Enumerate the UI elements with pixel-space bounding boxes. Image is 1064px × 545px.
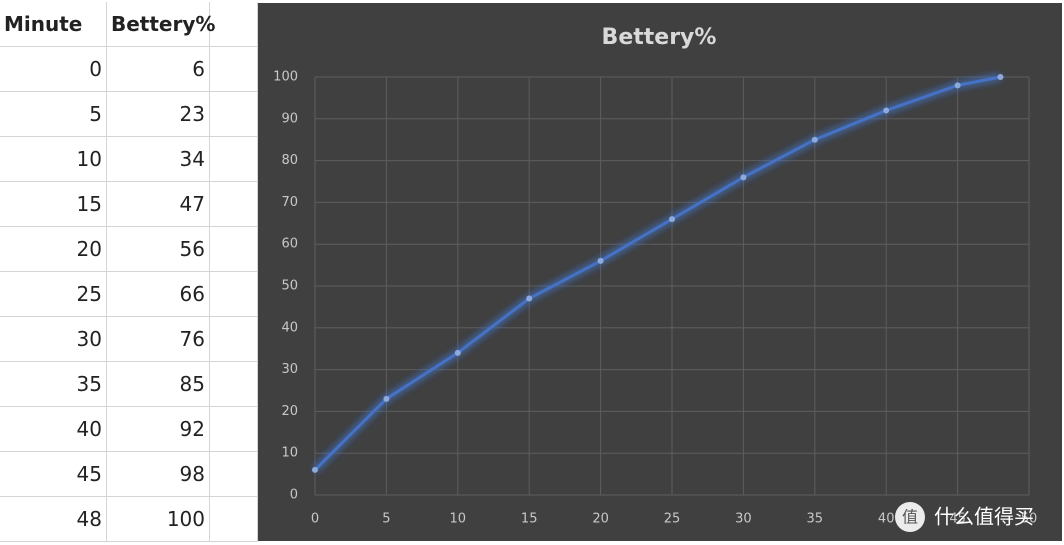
data-point <box>997 74 1004 80</box>
y-tick-label: 0 <box>290 488 298 503</box>
data-cell: 100 <box>107 497 210 542</box>
empty-cell <box>210 272 258 317</box>
watermark: 值 什么值得买 <box>895 502 1034 532</box>
data-cell: 48 <box>0 497 107 542</box>
data-point <box>883 107 890 114</box>
data-cell: 47 <box>107 182 210 227</box>
data-cell: 92 <box>107 407 210 452</box>
watermark-text: 什么值得买 <box>934 505 1034 529</box>
data-point <box>526 295 533 302</box>
watermark-icon: 值 <box>902 508 918 527</box>
y-tick-label: 30 <box>281 362 298 377</box>
data-cell: 34 <box>107 137 210 182</box>
data-cell: 66 <box>107 272 210 317</box>
empty-cell <box>210 452 258 497</box>
data-cell: 76 <box>107 317 210 362</box>
x-tick-label: 20 <box>592 512 609 527</box>
y-tick-label: 20 <box>281 404 298 419</box>
data-point <box>811 136 818 143</box>
data-cell: 35 <box>0 362 107 407</box>
data-point <box>383 395 390 402</box>
data-point <box>954 82 961 89</box>
data-cell: 98 <box>107 452 210 497</box>
x-tick-label: 35 <box>807 512 824 527</box>
empty-cell <box>210 137 258 182</box>
data-cell: 25 <box>0 272 107 317</box>
data-point <box>669 216 675 223</box>
x-tick-label: 45 <box>949 512 966 527</box>
x-tick-label: 30 <box>735 512 752 527</box>
empty-cell <box>210 2 258 47</box>
data-point <box>740 174 747 181</box>
data-cell: 40 <box>0 407 107 452</box>
spreadsheet: Minute Bettery% 0 6 5 23 10 34 15 47 20 56 25 66 30 76 3… <box>0 0 258 545</box>
data-cell: 30 <box>0 317 107 362</box>
y-tick-label: 100 <box>273 70 298 85</box>
header-cell: Minute <box>0 2 107 47</box>
chart-background <box>258 3 1062 541</box>
data-cell: 6 <box>107 47 210 92</box>
x-tick-label: 40 <box>878 512 895 527</box>
watermark-badge <box>895 502 925 532</box>
empty-cell <box>210 182 258 227</box>
x-tick-label: 50 <box>1021 512 1038 527</box>
data-cell: 23 <box>107 92 210 137</box>
header-cell: Bettery% <box>107 2 215 47</box>
x-tick-label: 5 <box>382 512 390 527</box>
y-tick-label: 50 <box>281 279 298 294</box>
empty-cell <box>210 227 258 272</box>
y-tick-label: 80 <box>281 153 298 168</box>
y-tick-label: 90 <box>281 111 298 126</box>
data-cell: 45 <box>0 452 107 497</box>
x-tick-label: 0 <box>311 512 319 527</box>
empty-cell <box>210 362 258 407</box>
y-tick-label: 10 <box>281 446 298 461</box>
data-cell: 15 <box>0 182 107 227</box>
data-cell: 10 <box>0 137 107 182</box>
data-point <box>454 349 461 356</box>
y-tick-label: 40 <box>281 320 298 335</box>
data-cell: 5 <box>0 92 107 137</box>
empty-cell <box>210 407 258 452</box>
data-cell: 20 <box>0 227 107 272</box>
data-point <box>312 466 318 473</box>
empty-cell <box>210 92 258 137</box>
y-tick-label: 70 <box>281 195 298 210</box>
chart-title: Bettery% <box>602 25 717 50</box>
x-tick-label: 15 <box>521 512 538 527</box>
x-tick-label: 10 <box>450 512 467 527</box>
empty-cell <box>210 47 258 92</box>
y-tick-label: 60 <box>281 237 298 252</box>
empty-cell <box>210 497 258 542</box>
data-cell: 85 <box>107 362 210 407</box>
data-cell: 56 <box>107 227 210 272</box>
data-cell: 0 <box>0 47 107 92</box>
empty-cell <box>210 317 258 362</box>
data-point <box>597 257 604 264</box>
x-tick-label: 25 <box>664 512 681 527</box>
chart: Bettery% 0 10 20 30 40 50 60 70 80 90 100 0 5 10 15 20 2… <box>258 3 1062 541</box>
